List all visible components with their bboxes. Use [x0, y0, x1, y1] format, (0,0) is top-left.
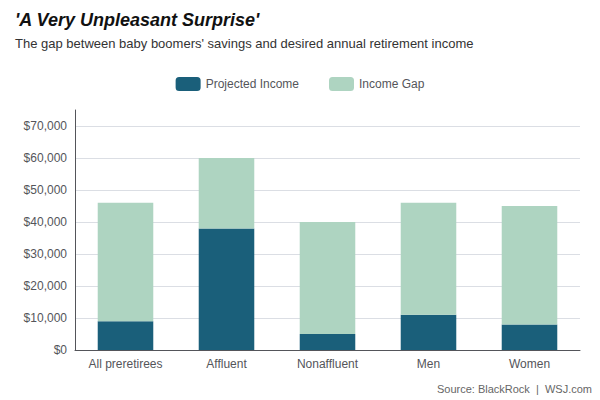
svg-text:$60,000: $60,000	[24, 151, 68, 165]
svg-text:Income Gap: Income Gap	[359, 77, 425, 91]
svg-text:Source: BlackRock | WSJ.com: Source: BlackRock | WSJ.com	[437, 383, 592, 395]
svg-text:Projected Income: Projected Income	[206, 77, 300, 91]
svg-text:'A Very Unpleasant Surprise': 'A Very Unpleasant Surprise'	[15, 10, 260, 30]
svg-text:$50,000: $50,000	[24, 183, 68, 197]
svg-text:Women: Women	[509, 357, 550, 371]
svg-text:$20,000: $20,000	[24, 279, 68, 293]
svg-text:$30,000: $30,000	[24, 247, 68, 261]
svg-text:All preretirees: All preretirees	[88, 357, 162, 371]
svg-text:Men: Men	[417, 357, 440, 371]
svg-text:Affluent: Affluent	[206, 357, 247, 371]
svg-text:$40,000: $40,000	[24, 215, 68, 229]
svg-text:$0: $0	[54, 343, 68, 357]
svg-text:The gap between baby boomers': The gap between baby boomers' savings an…	[15, 36, 473, 51]
svg-text:$10,000: $10,000	[24, 311, 68, 325]
svg-text:$70,000: $70,000	[24, 119, 68, 133]
svg-text:Nonaffluent: Nonaffluent	[297, 357, 359, 371]
